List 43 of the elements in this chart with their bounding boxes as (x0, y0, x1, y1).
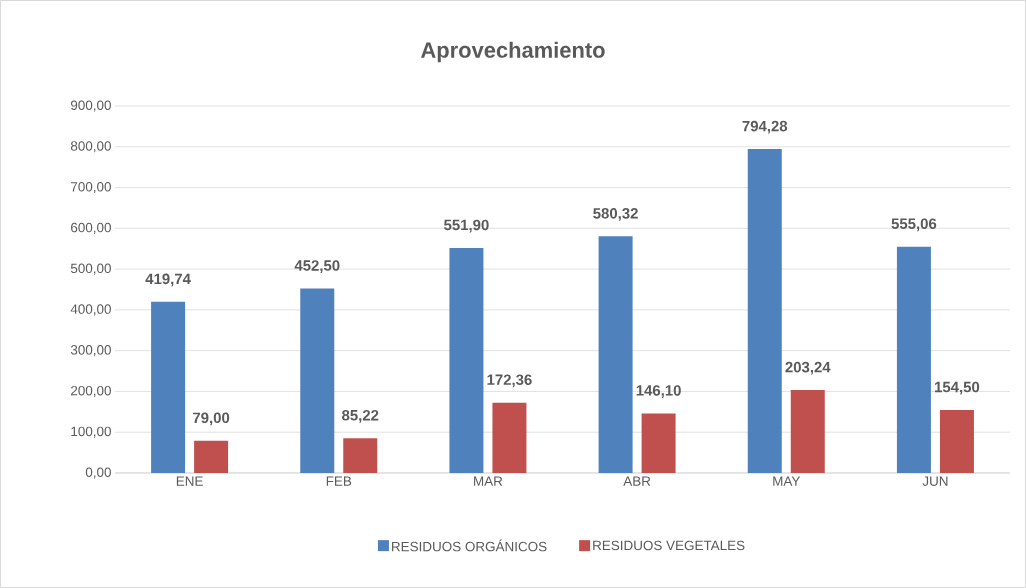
x-tick-label: ENE (176, 476, 203, 486)
bar (492, 402, 527, 473)
y-tick-label: 200,00 (71, 385, 111, 397)
y-tick-label: 800,00 (70, 141, 111, 153)
y-tick-label: 700,00 (71, 181, 111, 194)
x-tick-label: JUN (922, 476, 948, 486)
bar (300, 288, 335, 473)
bar (151, 301, 186, 473)
bar (939, 409, 974, 473)
x-tick-label: MAR (474, 476, 503, 486)
x-tick-label: MAY (773, 476, 801, 486)
y-tick-label: 400,00 (70, 304, 111, 316)
bar (747, 149, 782, 473)
data-label: 452,50 (294, 260, 340, 273)
x-tick-label: FEB (326, 476, 352, 486)
data-label: 580,32 (593, 208, 638, 221)
y-tick-label: 0,00 (85, 467, 111, 479)
y-tick-label: 300,00 (70, 345, 111, 357)
data-label: 79,00 (193, 412, 230, 426)
bar (641, 413, 676, 473)
data-label: 551,90 (444, 219, 489, 233)
data-label: 154,50 (935, 381, 980, 395)
bar (343, 438, 378, 473)
bar (896, 246, 931, 473)
data-label: 419,74 (145, 273, 191, 287)
chart-title: Aprovechamiento (420, 41, 605, 63)
y-tick-label: 500,00 (70, 263, 111, 275)
y-tick-label: 900,00 (70, 100, 111, 112)
data-label: 172,36 (487, 374, 532, 388)
data-label: 794,28 (742, 120, 788, 134)
legend-label: RESIDUOS ORGÁNICOS (392, 539, 547, 552)
data-label: 85,22 (342, 409, 379, 423)
y-tick-label: 600,00 (71, 222, 111, 234)
data-label: 146,10 (636, 385, 681, 398)
data-label: 555,06 (891, 218, 937, 232)
y-tick-label: 100,00 (71, 426, 111, 438)
data-label: 203,24 (785, 361, 831, 375)
bar (598, 236, 633, 473)
x-tick-label: ABR (623, 476, 651, 486)
bar (790, 390, 825, 473)
bar (449, 247, 484, 473)
legend-label: RESIDUOS VEGETALES (593, 540, 745, 551)
bar (194, 440, 229, 473)
